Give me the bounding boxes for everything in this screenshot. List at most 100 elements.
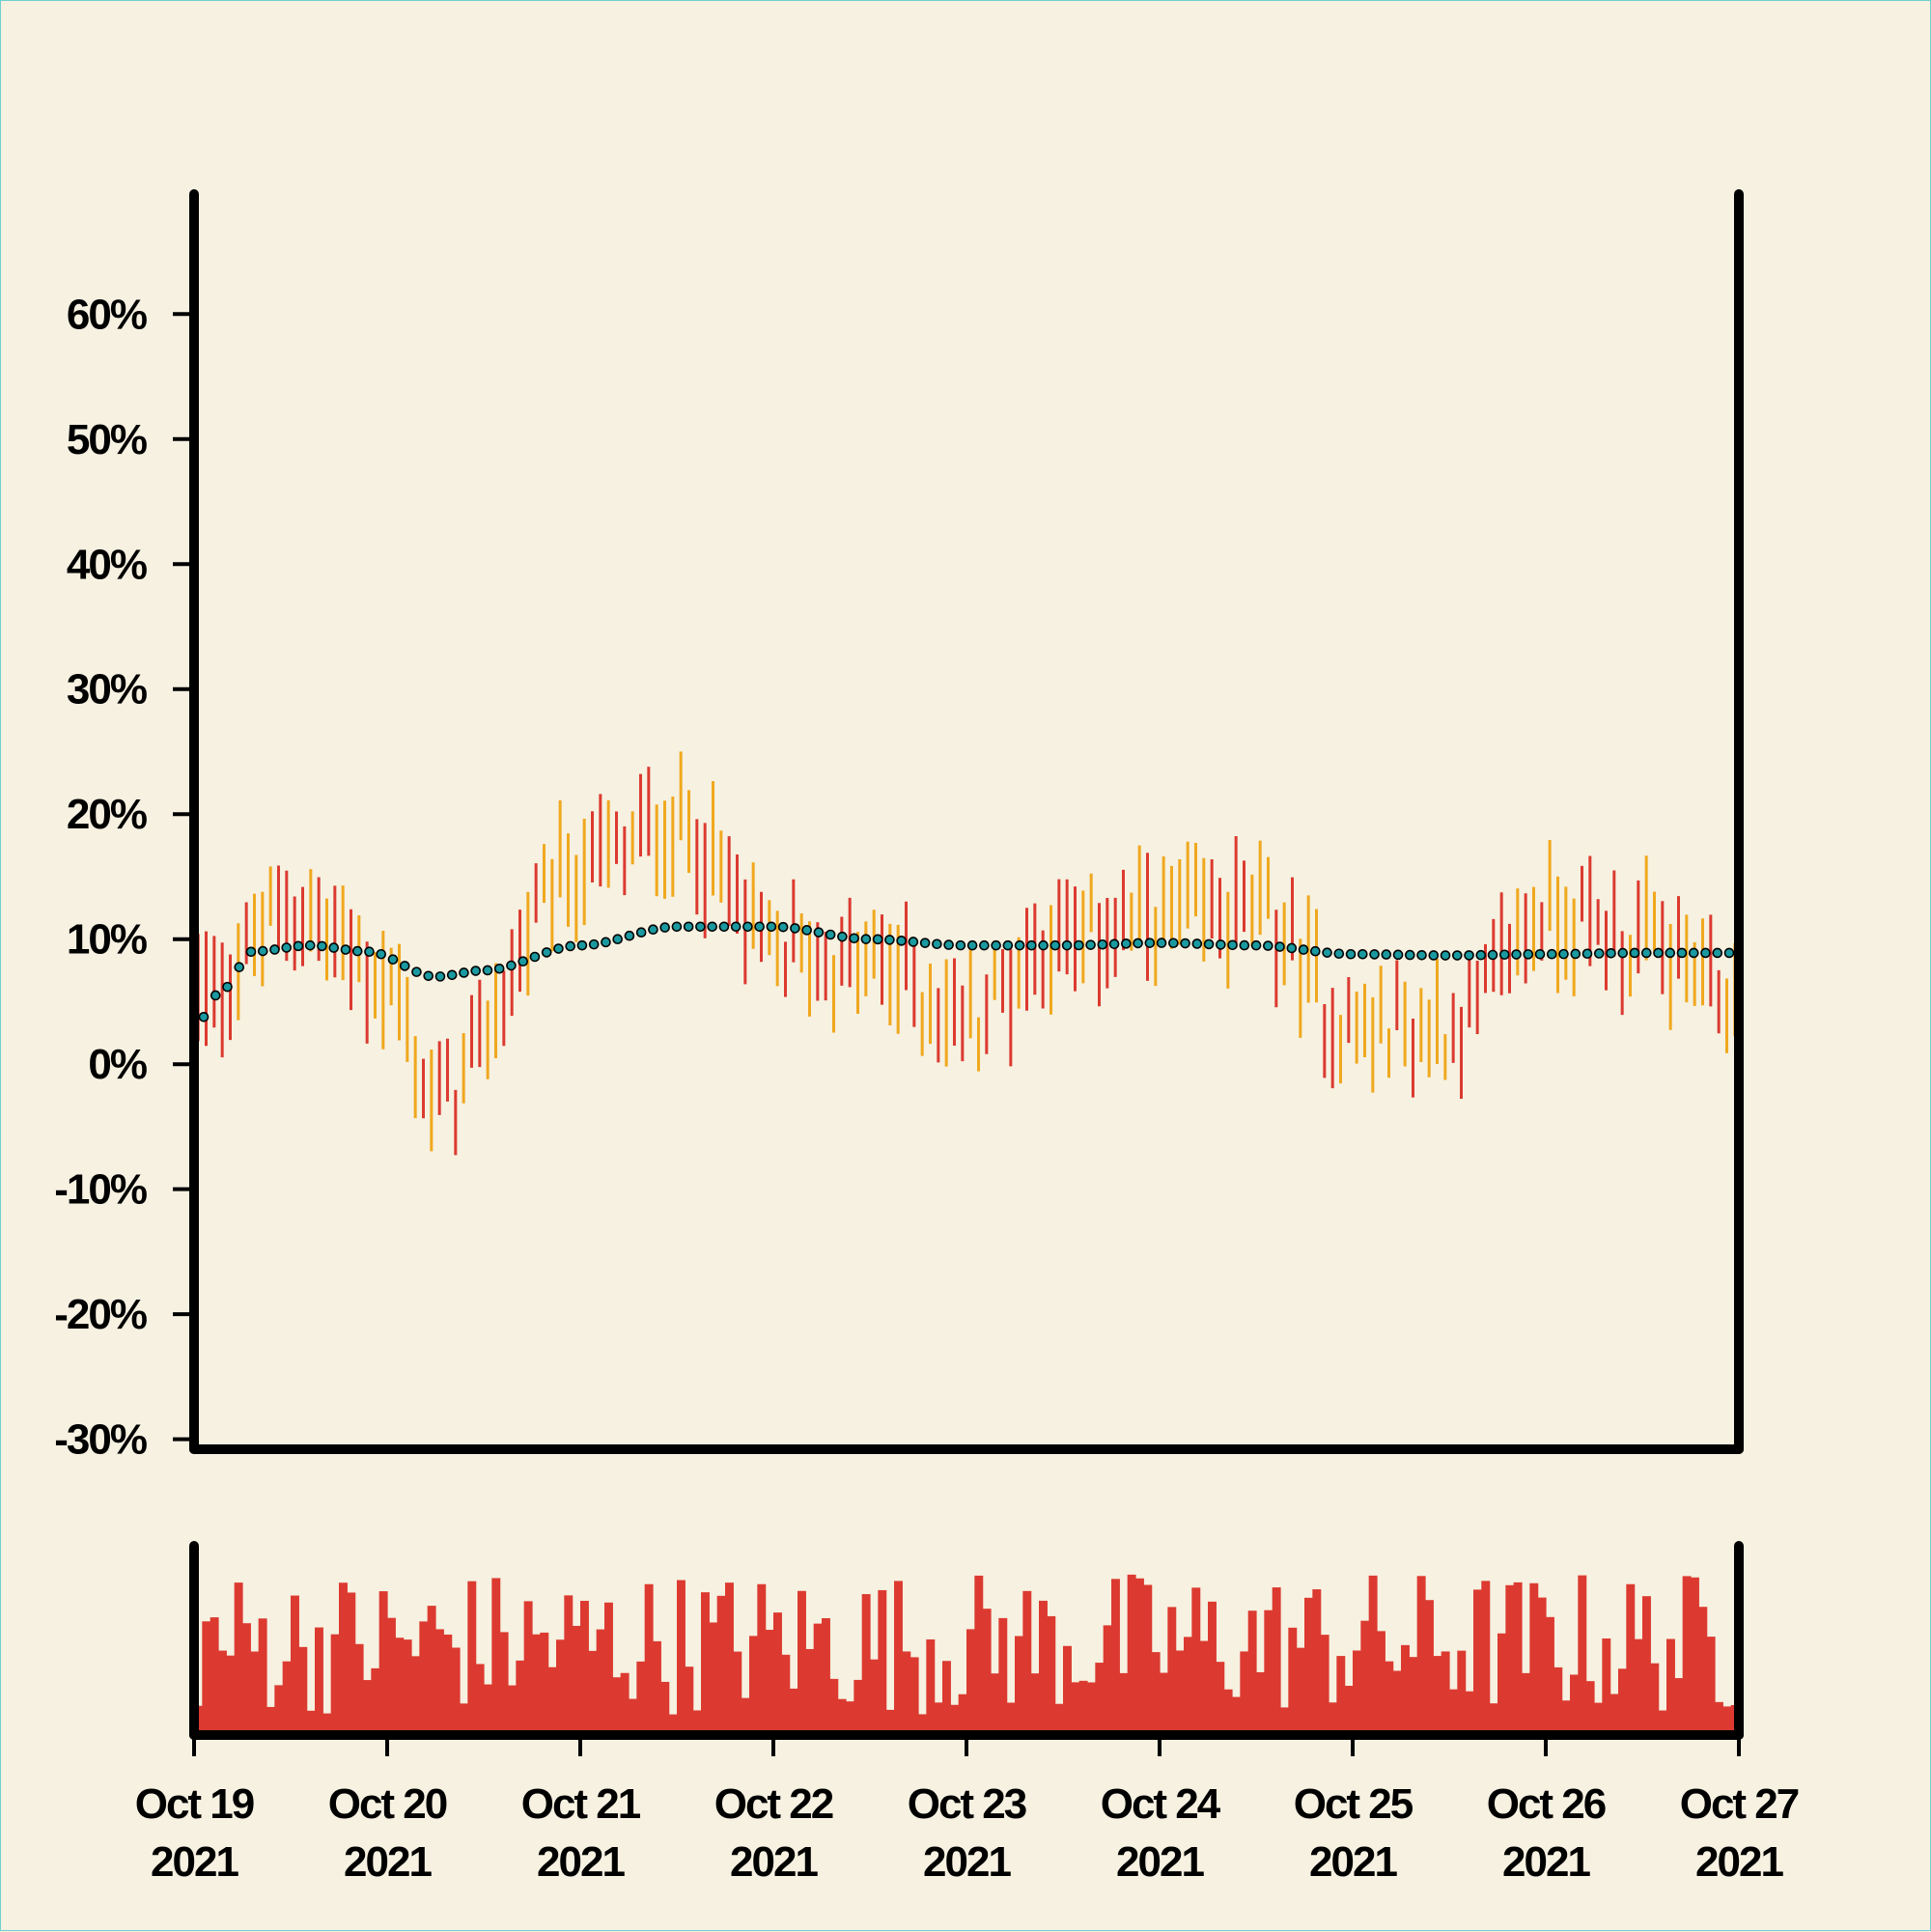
moving-average-point — [849, 933, 859, 944]
x-tick-label-date: Oct 24 — [1101, 1780, 1221, 1828]
moving-average-point — [790, 923, 800, 934]
volume-bar — [1167, 1607, 1177, 1735]
volume-bar — [1256, 1671, 1265, 1735]
moving-average-point — [1333, 948, 1345, 960]
volume-bar — [1329, 1702, 1337, 1735]
volume-bar — [516, 1660, 525, 1735]
x-tick-label-date: Oct 20 — [328, 1780, 447, 1828]
volume-bar — [822, 1617, 830, 1735]
volume-bar — [1425, 1600, 1434, 1735]
moving-average-point — [1085, 939, 1096, 950]
volume-bar — [854, 1679, 863, 1735]
x-tick-label-date: Oct 25 — [1294, 1780, 1413, 1828]
volume-bar — [596, 1629, 605, 1735]
moving-average-point — [872, 934, 883, 945]
volume-bar — [620, 1672, 630, 1735]
moving-average-point — [1180, 938, 1190, 949]
volume-bar — [629, 1698, 637, 1735]
volume-bar — [1039, 1600, 1048, 1735]
moving-average-point — [1688, 947, 1699, 959]
volume-bar — [982, 1609, 992, 1735]
moving-average-point — [1451, 950, 1463, 961]
volume-bar — [460, 1703, 468, 1735]
volume-bar — [716, 1595, 726, 1735]
volume-bar — [1609, 1694, 1619, 1735]
volume-bar — [991, 1673, 999, 1735]
moving-average-point — [340, 944, 351, 955]
volume-bar — [653, 1640, 661, 1735]
volume-bar — [1409, 1657, 1418, 1735]
volume-bar — [918, 1714, 927, 1735]
moving-average-point — [1416, 949, 1427, 961]
volume-bar — [580, 1601, 589, 1735]
volume-bar — [1513, 1582, 1523, 1735]
moving-average-point — [293, 940, 304, 952]
moving-average-point — [1097, 938, 1108, 950]
volume-bar — [1465, 1691, 1474, 1735]
volume-bar — [1127, 1574, 1136, 1735]
moving-average-point — [1216, 939, 1226, 950]
volume-bar — [950, 1704, 960, 1735]
y-tick-label: 20% — [67, 791, 147, 838]
x-tick-label-year: 2021 — [1695, 1838, 1783, 1886]
volume-bar — [226, 1655, 236, 1735]
volume-bar — [1304, 1597, 1313, 1735]
volume-panel — [194, 1574, 1740, 1735]
moving-average-point — [434, 971, 446, 982]
volume-bar — [532, 1634, 541, 1735]
volume-bar — [1087, 1682, 1096, 1735]
moving-average-point — [908, 937, 919, 947]
volume-bar — [1505, 1584, 1515, 1735]
x-tick-label-date: Oct 26 — [1487, 1780, 1606, 1828]
volume-bar — [1481, 1581, 1491, 1735]
volume-bar — [1184, 1637, 1192, 1735]
volume-bar — [926, 1638, 936, 1735]
volume-bar — [419, 1621, 429, 1735]
volume-bar — [1368, 1575, 1378, 1735]
moving-average-point — [210, 990, 221, 1001]
moving-average-point — [919, 938, 931, 948]
volume-bar — [1336, 1656, 1346, 1735]
volume-bar — [1240, 1651, 1249, 1735]
volume-bar — [1015, 1636, 1023, 1735]
volume-bar — [354, 1643, 364, 1735]
volume-bar — [1674, 1678, 1684, 1735]
moving-average-point — [576, 939, 588, 951]
volume-bar — [250, 1651, 260, 1735]
moving-average-point — [683, 921, 694, 933]
volume-bar — [1401, 1644, 1410, 1735]
volume-bar — [725, 1582, 734, 1735]
volume-bar — [870, 1659, 879, 1735]
volume-bar — [282, 1661, 292, 1735]
moving-average-point — [601, 937, 611, 948]
volume-bar — [1143, 1584, 1153, 1735]
volume-bar — [1006, 1702, 1016, 1735]
y-tick-label: 30% — [67, 666, 147, 714]
volume-bar — [685, 1666, 694, 1735]
volume-bar — [491, 1578, 501, 1735]
moving-average-point — [1581, 948, 1593, 960]
volume-bar — [1353, 1650, 1361, 1735]
moving-average-point — [1428, 950, 1440, 961]
volume-bar — [315, 1627, 323, 1735]
volume-bar — [1199, 1640, 1209, 1735]
moving-average-point — [1653, 947, 1664, 959]
volume-bar — [347, 1592, 356, 1735]
moving-average-point — [1676, 947, 1688, 959]
volume-bar — [1095, 1663, 1105, 1735]
moving-average-point — [1392, 949, 1404, 961]
volume-bar — [861, 1594, 871, 1735]
volume-bar — [523, 1601, 533, 1735]
volume-bar — [668, 1714, 678, 1735]
moving-average-point — [1061, 939, 1073, 951]
volume-bar — [1377, 1631, 1385, 1735]
volume-bar — [733, 1651, 742, 1735]
moving-average-point — [1156, 938, 1167, 948]
volume-bar — [1392, 1670, 1402, 1735]
volume-bar — [547, 1666, 557, 1735]
volume-bar — [1449, 1689, 1458, 1735]
y-tick-label: -30% — [54, 1416, 147, 1464]
moving-average-point — [1263, 940, 1273, 951]
moving-average-point — [671, 921, 683, 933]
